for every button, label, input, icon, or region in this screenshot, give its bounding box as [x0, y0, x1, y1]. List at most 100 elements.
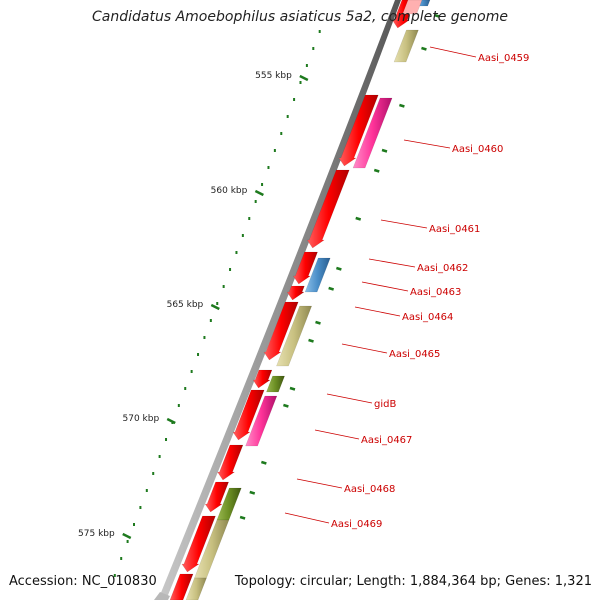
feature-tick: [421, 46, 427, 51]
label-leader-line: [326, 393, 373, 404]
gene-forward: [292, 251, 318, 285]
label-leader-line: [403, 139, 451, 149]
gene-label: Aasi_0462: [417, 263, 468, 274]
ruler-minor-tick: [248, 217, 251, 220]
ruler-minor-tick: [293, 98, 296, 101]
ruler-minor-tick: [209, 319, 212, 322]
label-leader-line: [314, 429, 360, 440]
labels: Aasi_0459 Aasi_0460 Aasi_0461 Aasi_0462 Aasi…: [331, 53, 529, 530]
label-leader-line: [380, 219, 428, 229]
ruler-label: 575 kbp: [78, 529, 115, 539]
ruler-minor-tick: [184, 387, 187, 390]
gene-track2: [304, 257, 331, 293]
backbone-band: [158, 0, 401, 600]
gene-label: Aasi_0460: [452, 144, 503, 155]
topology-text: Topology: circular; Length: 1,884,364 bp…: [234, 574, 592, 589]
gene-label: Aasi_0468: [344, 484, 395, 495]
ruler-minor-tick: [165, 438, 168, 441]
feature-tick: [433, 13, 440, 18]
feature-tick: [283, 403, 289, 408]
feature-tick: [381, 148, 388, 153]
label-leaders: [284, 46, 477, 524]
feature-tick: [315, 320, 321, 325]
feature-tick: [239, 515, 246, 520]
gene-forward: [232, 389, 265, 441]
label-leader-line: [284, 512, 330, 524]
ruler-minor-tick: [152, 472, 155, 475]
gene-forward: [306, 169, 350, 249]
ruler-label: 560 kbp: [211, 186, 248, 196]
gene-label: Aasi_0465: [389, 349, 440, 360]
gene-forward: [263, 301, 299, 361]
ruler-minor-tick: [158, 455, 161, 458]
ruler-minor-tick: [120, 557, 123, 560]
ruler-minor-tick: [177, 404, 180, 407]
minor-ticks: 555 kbp 560 kbp 565 kbp 570 kbp 575 kbp: [78, 13, 440, 577]
ruler-label: 565 kbp: [167, 300, 204, 310]
gene-track2: [276, 305, 313, 367]
ruler-major-tick: [299, 74, 309, 82]
label-leader-line: [341, 343, 388, 354]
label-leader-line: [368, 258, 416, 268]
gene-forward: [252, 369, 273, 389]
gene-label: Aasi_0467: [361, 435, 412, 446]
gene-track2: [402, 0, 423, 15]
feature-tick: [355, 216, 362, 221]
gene-label: Aasi_0459: [478, 53, 529, 64]
gene-track2: [194, 519, 230, 579]
feature-tick: [399, 103, 405, 108]
gene-track2: [352, 97, 393, 169]
gene-fragment: [154, 592, 170, 600]
gene-track2: [393, 29, 419, 63]
ruler-minor-tick: [216, 302, 219, 305]
ruler-minor-tick: [139, 506, 142, 509]
gene-label: Aasi_0464: [402, 312, 453, 323]
ruler-major-tick: [254, 189, 264, 197]
ruler-minor-tick: [273, 149, 276, 152]
ruler-minor-tick: [133, 523, 136, 526]
ruler-minor-tick: [241, 234, 244, 237]
gene-forward: [338, 94, 379, 167]
ruler-minor-tick: [312, 47, 315, 50]
feature-tick: [261, 460, 267, 465]
feature-tick: [308, 338, 314, 343]
map-title: Candidatus Amoebophilus asiaticus 5a2, c…: [92, 9, 508, 25]
ruler-label: 555 kbp: [255, 71, 292, 81]
gene-forward: [181, 515, 216, 573]
ruler-minor-tick: [145, 489, 148, 492]
ruler-label: 570 kbp: [123, 414, 160, 424]
ruler-minor-tick: [261, 183, 264, 186]
gene-forward: [204, 481, 229, 513]
ruler-minor-tick: [280, 132, 283, 135]
feature-tick: [373, 168, 380, 173]
accession-text: Accession: NC_010830: [9, 574, 157, 589]
gene-label: Aasi_0469: [331, 519, 382, 530]
ruler-minor-tick: [126, 540, 129, 543]
ruler-minor-tick: [235, 251, 238, 254]
label-leader-line: [296, 478, 343, 489]
ruler-minor-tick: [190, 370, 193, 373]
ruler-major-tick: [210, 303, 220, 311]
ruler-minor-tick: [318, 30, 321, 33]
label-leader-line: [361, 281, 409, 292]
label-leader-line: [429, 46, 477, 58]
gene-track2: [245, 395, 278, 447]
ruler-minor-tick: [203, 336, 206, 339]
ruler-major-tick: [122, 532, 132, 540]
ruler-major-tick: [166, 417, 176, 425]
feature-tick: [328, 286, 334, 291]
gene-label: Aasi_0461: [429, 224, 480, 235]
ruler-minor-tick: [254, 200, 257, 203]
ruler-minor-tick: [113, 574, 116, 577]
genome-backbone: [158, 0, 401, 600]
ruler-minor-tick: [197, 353, 200, 356]
gene-track2: [266, 375, 285, 393]
feature-tick: [249, 490, 256, 495]
ruler-minor-tick: [286, 115, 289, 118]
feature-tick: [289, 386, 296, 391]
ruler-minor-tick: [299, 81, 302, 84]
gene-forward: [217, 444, 244, 481]
ruler-minor-tick: [222, 285, 225, 288]
